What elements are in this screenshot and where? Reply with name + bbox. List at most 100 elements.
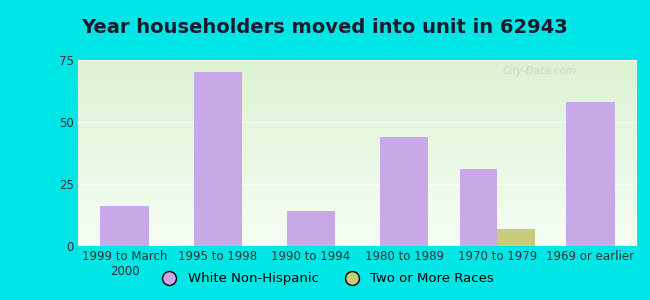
Bar [78,170,637,171]
Bar [78,204,637,205]
Bar [78,194,637,195]
Bar [78,179,637,180]
Bar [78,132,637,133]
Bar [78,73,637,74]
Bar [78,141,637,142]
Bar [78,74,637,75]
Bar [78,126,637,127]
Bar [78,137,637,138]
Bar [78,110,637,111]
Bar [460,169,497,246]
Bar [287,211,335,246]
Bar [497,229,534,246]
Bar [78,145,637,146]
Bar [78,133,637,134]
Bar [78,210,637,211]
Bar [78,232,637,233]
Bar [78,195,637,196]
Bar [78,187,637,188]
Bar [78,245,637,246]
Text: City-Data.com: City-Data.com [503,66,577,76]
Bar [78,238,637,239]
Bar [78,87,637,88]
Bar [78,176,637,177]
Bar [78,144,637,145]
Bar [78,202,637,203]
Bar [78,75,637,76]
Bar [78,211,637,212]
Bar [78,242,637,243]
Bar [78,120,637,122]
Bar [78,67,637,68]
Bar [78,103,637,104]
Bar [78,72,637,73]
Bar [78,107,637,108]
Bar [78,197,637,198]
Bar [78,205,637,206]
Bar [78,115,637,116]
Bar [78,158,637,159]
Bar [78,129,637,130]
Bar [78,180,637,181]
Bar [78,171,637,172]
Bar [78,228,637,229]
Bar [78,181,637,182]
Text: Year householders moved into unit in 62943: Year householders moved into unit in 629… [82,18,568,37]
Bar [78,154,637,155]
Bar [78,81,637,82]
Bar [78,118,637,119]
Bar [78,139,637,140]
Bar [78,96,637,97]
Bar [78,220,637,221]
Bar [78,151,637,152]
Bar [78,85,637,86]
Bar [78,69,637,70]
Bar [78,152,637,153]
Bar [78,165,637,166]
Bar [78,89,637,90]
Bar [78,173,637,174]
Bar [78,227,637,228]
Bar [78,79,637,80]
Bar [78,62,637,63]
Bar [78,128,637,129]
Bar [78,160,637,161]
Bar [78,142,637,143]
Bar [78,159,637,160]
Bar [78,153,637,154]
Bar [78,216,637,217]
Bar [100,206,149,246]
Bar [78,230,637,231]
Bar [78,84,637,85]
Bar [78,168,637,169]
Bar [78,92,637,94]
Bar [78,219,637,220]
Bar [78,113,637,114]
Bar [78,243,637,244]
Bar [78,61,637,62]
Bar [78,114,637,115]
Bar [78,161,637,162]
Bar [78,135,637,136]
Bar [78,178,637,179]
Bar [78,119,637,120]
Bar [78,241,637,242]
Bar [78,136,637,137]
Bar [78,201,637,202]
Bar [78,64,637,66]
Bar [78,206,637,207]
Bar [78,175,637,176]
Bar [78,167,637,168]
Bar [78,109,637,110]
Bar [78,162,637,163]
Bar [78,231,637,232]
Bar [78,130,637,131]
Bar [78,157,637,158]
Bar [78,174,637,175]
Bar [78,100,637,101]
Bar [78,238,637,239]
Bar [78,164,637,165]
Bar [78,185,637,187]
Bar [78,233,637,234]
Bar [78,124,637,125]
